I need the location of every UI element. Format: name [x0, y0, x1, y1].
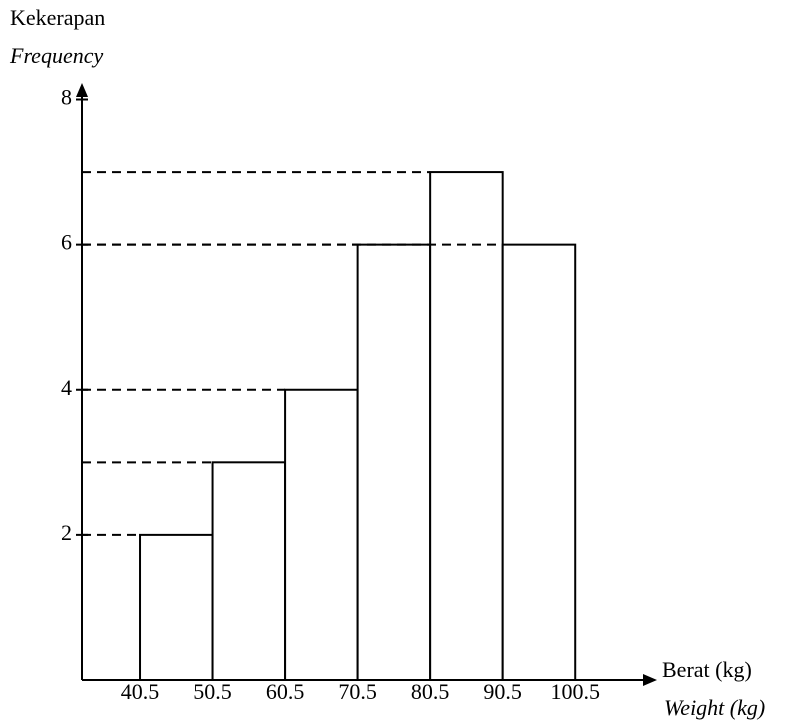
- x-axis-label: Berat (kg): [662, 657, 752, 682]
- x-axis-label-en: Weight (kg): [664, 695, 765, 720]
- y-tick-label: 4: [61, 375, 72, 400]
- bar: [139, 533, 214, 681]
- y-tick-label: 2: [61, 520, 72, 545]
- x-tick-label: 70.5: [338, 679, 377, 704]
- bar: [429, 171, 504, 681]
- x-tick-label: 100.5: [550, 679, 600, 704]
- x-tick-label: 90.5: [483, 679, 522, 704]
- x-tick-label: 50.5: [193, 679, 232, 704]
- y-axis-label-en: Frequency: [9, 43, 103, 68]
- bar: [501, 243, 577, 681]
- x-tick-label: 80.5: [411, 679, 450, 704]
- bar: [356, 243, 432, 681]
- y-tick-label: 8: [61, 85, 72, 110]
- bar: [211, 461, 287, 681]
- y-axis-arrow: [76, 83, 88, 97]
- y-tick-label: 6: [61, 230, 72, 255]
- x-tick-label: 60.5: [266, 679, 305, 704]
- x-tick-label: 40.5: [121, 679, 160, 704]
- y-axis-label: Kekerapan: [10, 5, 105, 30]
- bar: [284, 388, 359, 681]
- x-axis-arrow: [643, 674, 657, 686]
